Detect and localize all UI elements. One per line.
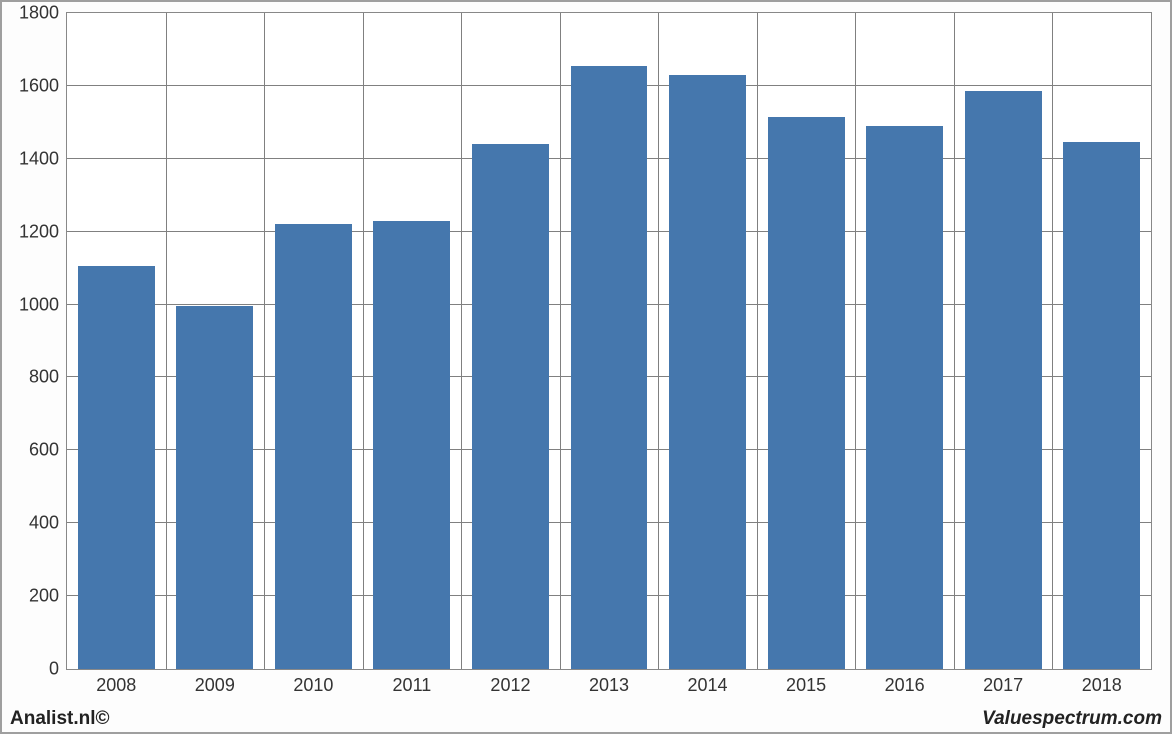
chart-frame: 0 200 400 600 800 1000 1200 1400 1600 1800 2008 200… — [0, 0, 1172, 734]
bar — [472, 144, 549, 669]
y-tick-label: 1800 — [19, 3, 67, 24]
bar — [78, 266, 155, 669]
gridline-v — [757, 13, 758, 669]
footer: Analist.nl© Valuespectrum.com — [2, 706, 1170, 732]
y-tick-label: 1200 — [19, 221, 67, 242]
bar — [275, 224, 352, 669]
bar — [373, 221, 450, 669]
gridline-v — [363, 13, 364, 669]
footer-left: Analist.nl© — [10, 708, 110, 730]
x-tick-label: 2013 — [589, 669, 629, 696]
x-tick-label: 2008 — [96, 669, 136, 696]
gridline-v — [1052, 13, 1053, 669]
plot-area: 0200400600800100012001400160018002008200… — [66, 12, 1152, 670]
x-tick-label: 2014 — [688, 669, 728, 696]
x-tick-label: 2010 — [293, 669, 333, 696]
y-tick-label: 400 — [29, 513, 67, 534]
bar — [176, 306, 253, 669]
x-tick-label: 2016 — [885, 669, 925, 696]
gridline-v — [461, 13, 462, 669]
plot-wrap: 0 200 400 600 800 1000 1200 1400 1600 1800 2008 200… — [2, 2, 1170, 706]
x-tick-label: 2017 — [983, 669, 1023, 696]
x-tick-label: 2012 — [490, 669, 530, 696]
x-tick-label: 2009 — [195, 669, 235, 696]
footer-right: Valuespectrum.com — [982, 708, 1162, 730]
bar — [1063, 142, 1140, 669]
bar — [669, 75, 746, 669]
gridline-v — [166, 13, 167, 669]
y-tick-label: 1000 — [19, 294, 67, 315]
y-tick-label: 600 — [29, 440, 67, 461]
y-tick-label: 200 — [29, 586, 67, 607]
bar — [571, 66, 648, 669]
bar — [866, 126, 943, 669]
gridline-v — [658, 13, 659, 669]
y-tick-label: 1600 — [19, 75, 67, 96]
x-tick-label: 2018 — [1082, 669, 1122, 696]
y-tick-label: 1400 — [19, 148, 67, 169]
gridline-v — [855, 13, 856, 669]
gridline-v — [560, 13, 561, 669]
bar — [768, 117, 845, 669]
x-tick-label: 2015 — [786, 669, 826, 696]
gridline-v — [954, 13, 955, 669]
y-tick-label: 800 — [29, 367, 67, 388]
y-tick-label: 0 — [49, 659, 67, 680]
x-tick-label: 2011 — [393, 669, 432, 696]
gridline-v — [264, 13, 265, 669]
bar — [965, 91, 1042, 669]
